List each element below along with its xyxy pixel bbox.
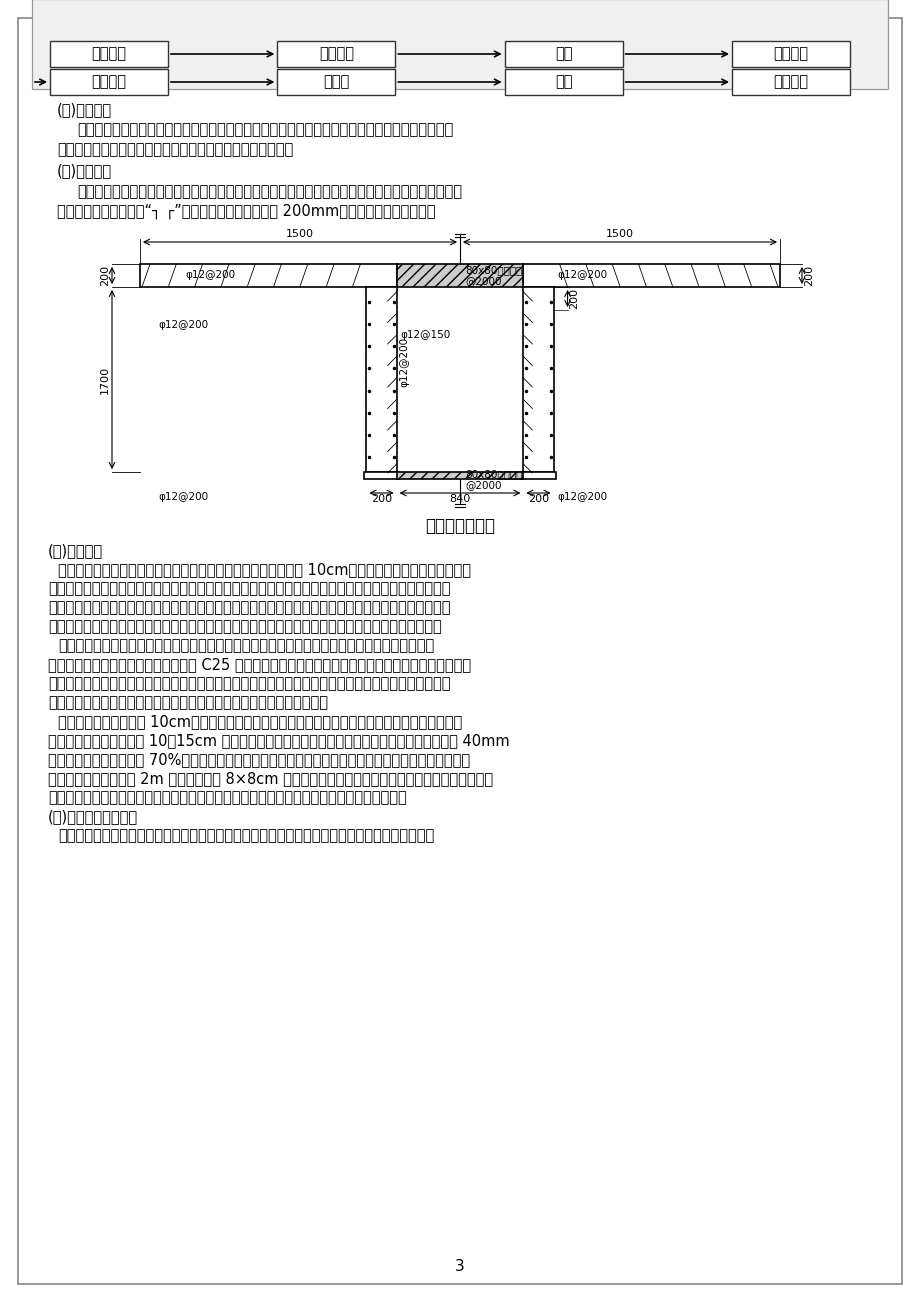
- Text: 200: 200: [100, 264, 110, 286]
- Text: φ12@150: φ12@150: [400, 329, 450, 340]
- Bar: [521, 473, 555, 479]
- Bar: [523, 286, 553, 473]
- Text: (３)导墙施工: (３)导墙施工: [48, 543, 103, 559]
- Text: φ12@200: φ12@200: [158, 320, 208, 329]
- Text: 根据设计提供的测量基点、导线点及水准点在施工场地内加密控制点和水准点，经复核无误后请监: 根据设计提供的测量基点、导线点及水准点在施工场地内加密控制点和水准点，经复核无误…: [77, 122, 453, 138]
- Text: 3: 3: [455, 1259, 464, 1273]
- Text: @2000: @2000: [464, 480, 501, 490]
- Text: 拆模: 拆模: [554, 74, 572, 90]
- Text: 200: 200: [370, 493, 391, 504]
- Bar: [396, 473, 523, 479]
- Bar: [732, 40, 849, 66]
- Text: φ12@200: φ12@200: [185, 271, 235, 280]
- Text: 导墙施工用全站仪放出导墙轴线（导墙中心线在设计基础上外放 10cm）。由于站址内地下管线众多，: 导墙施工用全站仪放出导墙轴线（导墙中心线在设计基础上外放 10cm）。由于站址内…: [58, 562, 471, 577]
- Text: φ12@200: φ12@200: [158, 492, 208, 503]
- Text: 设横支撒: 设横支撒: [773, 74, 808, 90]
- Text: 导墙分段进行施工，各施工段端部保留成斜面作为施工缝，施工缝在前段混凝土初凝后用清水冲洗: 导墙分段进行施工，各施工段端部保留成斜面作为施工缝，施工缝在前段混凝土初凝后用清…: [58, 638, 434, 654]
- Text: 锤破除路面，导墙开挖应以人工开挖为主（结合挖探槽进行），采用小型挖掘机配合，人工配合清底。: 锤破除路面，导墙开挖应以人工开挖为主（结合挖探槽进行），采用小型挖掘机配合，人工…: [48, 618, 441, 634]
- Bar: [140, 264, 396, 286]
- Bar: [366, 286, 396, 473]
- Text: 200: 200: [569, 288, 579, 309]
- Text: 拆除后，沿其纵向每隔 2m 加设上下两道 8×8cm 方木做内支撒，将两片导墙支撒起来，在导墙的砖达到: 拆除后，沿其纵向每隔 2m 加设上下两道 8×8cm 方木做内支撒，将两片导墙支…: [48, 771, 493, 786]
- Text: 设计强度前，禁止任何重型机械和运输设备在其旁边通过。导墙施工缝与地下墙接缝应错开。: 设计强度前，禁止任何重型机械和运输设备在其旁边通过。导墙施工缝与地下墙接缝应错开…: [48, 790, 406, 805]
- Text: 标高层位不同，不明管线很有可能出现。开挖前，进一步采用物探、人工探沟方法探测管线，根据探测结: 标高层位不同，不明管线很有可能出现。开挖前，进一步采用物探、人工探沟方法探测管线…: [48, 581, 450, 596]
- Bar: [505, 40, 622, 66]
- Bar: [277, 69, 395, 95]
- Text: 200: 200: [803, 264, 813, 286]
- Text: 导墙是控制地下连续墙各项指标的基准，起着支护槽口土体，承受地面荷载和稳定泥浆液面的作用。: 导墙是控制地下连续墙各项指标的基准，起着支护槽口土体，承受地面荷载和稳定泥浆液面…: [77, 184, 461, 199]
- Text: 80x80木枳支撒: 80x80木枳支撒: [464, 266, 522, 275]
- Bar: [32, 0, 887, 89]
- Text: 式振捺器振捺。为了控制墙体厚度和保证侧模满足受力要求，两侧模板均加撑头及对拉螺水紧固，墙体外: 式振捺器振捺。为了控制墙体厚度和保证侧模满足受力要求，两侧模板均加撑头及对拉螺水…: [48, 676, 450, 691]
- Text: 导墙顶高出地面不小于 10cm，以防止地面水流入槽内，污染泥浆。导墙顶面做成水平，考虑地面坡: 导墙顶高出地面不小于 10cm，以防止地面水流入槽内，污染泥浆。导墙顶面做成水平…: [58, 713, 461, 729]
- Text: 支立模板: 支立模板: [91, 74, 127, 90]
- Text: φ12@200: φ12@200: [557, 492, 607, 503]
- Text: 模加斜撒，防止模板变形和外倾。墙内侧模板采用相对撑方式予以固定。: 模加斜撒，防止模板变形和外倾。墙内侧模板采用相对撑方式予以固定。: [48, 695, 328, 710]
- Text: 80x80木枳支撒: 80x80木枳支撒: [464, 469, 522, 479]
- Bar: [505, 69, 622, 95]
- Text: (１)测量放线: (１)测量放线: [57, 102, 112, 117]
- Text: 平整场地: 平整场地: [91, 47, 127, 61]
- Text: 维扎钉筋: 维扎钉筋: [773, 47, 808, 61]
- Text: 果，现场放样后作出指示标牌。根据标牌指示，结合管线图纸和现场井盖位置情况，导墙开挖前采用破碎: 果，现场放样后作出指示标牌。根据标牌指示，结合管线图纸和现场井盖位置情况，导墙开…: [48, 600, 450, 615]
- Text: @2000: @2000: [464, 276, 501, 286]
- Bar: [523, 264, 779, 286]
- Text: 浇灌砖: 浇灌砖: [323, 74, 349, 90]
- Bar: [396, 264, 523, 286]
- Text: 掉水泥，露出粗葵料。导墙混凝土采用 C25 混凝土，导墙立模选用钉模板及木支撒，紧固螺丝对拉，插入: 掉水泥，露出粗葵料。导墙混凝土采用 C25 混凝土，导墙立模选用钉模板及木支撒，…: [48, 658, 471, 672]
- Text: 1500: 1500: [286, 229, 313, 240]
- Text: 1700: 1700: [100, 366, 110, 393]
- Text: φ12@200: φ12@200: [399, 336, 409, 387]
- Bar: [50, 69, 168, 95]
- Text: 1500: 1500: [606, 229, 633, 240]
- Bar: [277, 40, 395, 66]
- Bar: [732, 69, 849, 95]
- Text: 挖槽: 挖槽: [554, 47, 572, 61]
- Text: 200: 200: [528, 493, 549, 504]
- Text: 理单位验收，为确保工程质量，施工过程中经常复测基准点。: 理单位验收，为确保工程质量，施工过程中经常复测基准点。: [57, 142, 293, 158]
- Text: (２)导墙设计: (２)导墙设计: [57, 164, 112, 178]
- Text: 测量定位: 测量定位: [319, 47, 354, 61]
- Text: 度影响，在适当位置做成 10～15cm 台阶。导墙内侧墙面应保持竖直，其净距为地下墙设计厚度加 40mm: 度影响，在适当位置做成 10～15cm 台阶。导墙内侧墙面应保持竖直，其净距为地…: [48, 733, 509, 749]
- Bar: [364, 473, 398, 479]
- Text: 导墙结构示意图: 导墙结构示意图: [425, 517, 494, 535]
- Text: 的施工余量。砖强度达到 70%后方可拆模，模板拆除的順序为先支后拆、后支先拆且自上而下进行。模板: 的施工余量。砖强度达到 70%后方可拆模，模板拆除的順序为先支后拆、后支先拆且自…: [48, 753, 470, 767]
- Text: 成槽机在连续墙拐角成槽时，紧贴导墙作业，会因抓斗斗壳和斗齿不在成槽断面之内，使拐角内留: 成槽机在连续墙拐角成槽时，紧贴导墙作业，会因抓斗斗壳和斗齿不在成槽断面之内，使拐…: [58, 828, 434, 842]
- Text: 840: 840: [448, 493, 471, 504]
- Text: (４)导墙拐角部位处理: (４)导墙拐角部位处理: [48, 809, 138, 824]
- Text: φ12@200: φ12@200: [557, 271, 607, 280]
- Bar: [50, 40, 168, 66]
- Text: 本车站的导墙型式采用“┐ ┌”形现浇钉筋砖结构，壁厚 200mm。导墙结构如下图所示。: 本车站的导墙型式采用“┐ ┌”形现浇钉筋砖结构，壁厚 200mm。导墙结构如下图…: [57, 203, 435, 219]
